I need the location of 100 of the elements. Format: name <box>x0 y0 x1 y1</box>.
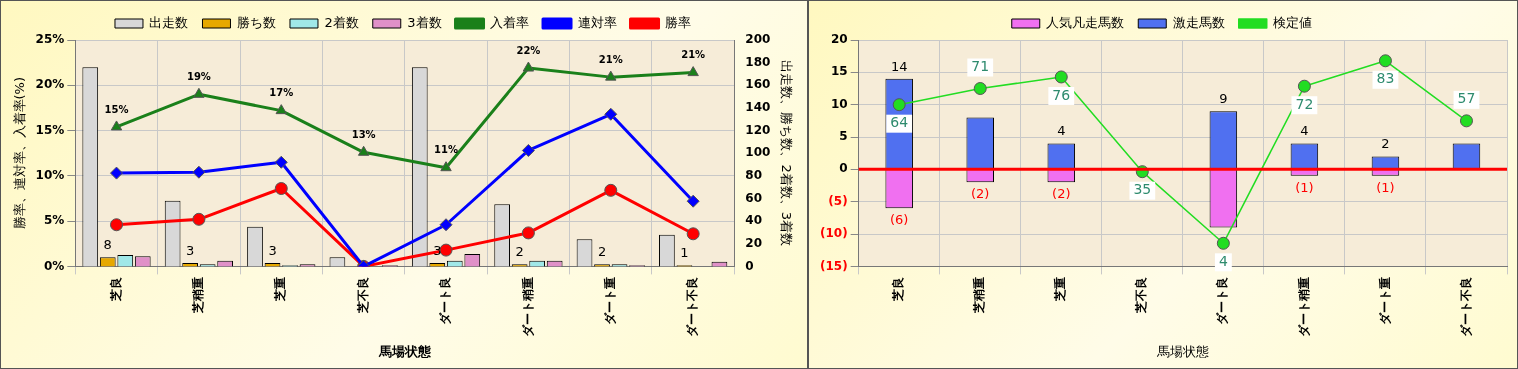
point <box>110 218 124 232</box>
x-tick-label: ダート稍重 <box>520 277 535 338</box>
data-label: (1) <box>1376 179 1395 195</box>
x-tick-label: 芝良 <box>891 277 906 303</box>
y2-tick-label: 80 <box>745 167 763 182</box>
point <box>440 161 452 172</box>
point <box>1378 54 1392 68</box>
y-tick-label: 0 <box>839 161 848 176</box>
legend-label: 検定値 <box>1273 14 1313 30</box>
legend-label: 2着数 <box>324 14 359 30</box>
y-axis-title: 勝率、連対率、入着率(%) <box>12 76 28 230</box>
legend-label: 3着数 <box>407 14 442 30</box>
data-label: 57 <box>1457 90 1476 107</box>
data-label: 76 <box>1052 86 1071 103</box>
x-tick-label: ダート重 <box>1377 277 1392 326</box>
data-label: 35 <box>1133 181 1152 198</box>
data-label: 64 <box>890 114 909 131</box>
y2-tick-label: 160 <box>745 77 771 92</box>
data-label: 71 <box>971 58 990 75</box>
point <box>521 226 535 240</box>
point <box>193 87 205 98</box>
y-tick-label: 25% <box>35 32 65 47</box>
point <box>192 212 206 226</box>
y2-axis-title: 出走数、勝ち数、2着数、3着数 <box>778 60 794 246</box>
point <box>1054 70 1068 84</box>
y-tick-label: (5) <box>828 193 848 208</box>
point <box>439 243 453 257</box>
point <box>275 104 287 115</box>
x-tick-label: ダート稍重 <box>1296 277 1311 338</box>
x-tick-label: 芝良 <box>108 277 123 303</box>
point <box>439 218 453 232</box>
point <box>686 227 700 241</box>
y-tick-label: 0% <box>43 258 65 273</box>
data-label: 4 <box>1218 252 1228 269</box>
data-label: 9 <box>1219 91 1228 107</box>
legend-label: 人気凡走馬数 <box>1046 14 1125 30</box>
x-tick-label: 芝不良 <box>1134 277 1149 315</box>
point <box>604 107 618 121</box>
point <box>1216 236 1230 250</box>
point <box>686 194 700 208</box>
point <box>605 70 617 81</box>
y2-tick-label: 0 <box>745 258 754 273</box>
data-label: 2 <box>515 244 524 260</box>
y-tick-label: 15% <box>35 122 65 137</box>
y2-tick-label: 100 <box>745 145 771 160</box>
data-label: 4 <box>1057 123 1066 139</box>
data-label: 3 <box>433 242 442 258</box>
data-label: 15% <box>104 103 129 115</box>
legend-label: 激走馬数 <box>1172 14 1225 30</box>
data-label: 3 <box>186 242 195 258</box>
point <box>973 82 987 96</box>
legend-label: 出走数 <box>149 14 189 30</box>
x-tick-label: 芝重 <box>1053 277 1068 303</box>
y2-tick-label: 20 <box>745 235 763 250</box>
x-tick-label: ダート不良 <box>1458 277 1473 338</box>
data-label: 1 <box>680 245 689 261</box>
y2-tick-label: 180 <box>745 54 771 69</box>
legend-label: 入着率 <box>490 14 530 30</box>
y2-tick-label: 40 <box>745 213 763 228</box>
legend-label: 勝ち数 <box>236 14 276 30</box>
data-label: (2) <box>1052 186 1071 202</box>
data-label: (1) <box>1295 179 1314 195</box>
x-tick-label: 芝重 <box>273 277 288 303</box>
point <box>274 155 288 169</box>
y2-tick-label: 200 <box>745 32 771 47</box>
y2-tick-label: 120 <box>745 122 771 137</box>
data-label: 21% <box>681 49 706 61</box>
point <box>110 120 123 131</box>
point <box>892 98 906 112</box>
data-label: 21% <box>598 53 623 65</box>
data-label: (6) <box>889 212 909 228</box>
data-label: 8 <box>103 237 112 253</box>
legend-label: 連対率 <box>577 14 617 30</box>
y2-tick-label: 140 <box>745 100 771 115</box>
point <box>1459 114 1473 128</box>
x-axis-title: 馬場状態 <box>1155 343 1209 359</box>
data-label: 83 <box>1376 70 1395 87</box>
x-axis-title: 馬場状態 <box>377 343 432 359</box>
data-label: 13% <box>351 128 376 140</box>
y-tick-label: (15) <box>820 258 848 273</box>
data-label: 19% <box>186 70 211 82</box>
point <box>357 145 370 156</box>
point <box>604 183 618 197</box>
data-label: 2 <box>1381 136 1390 152</box>
point <box>274 182 288 196</box>
x-tick-label: ダート重 <box>602 277 617 326</box>
y-tick-label: 5% <box>43 213 65 228</box>
x-tick-label: 芝稍重 <box>191 277 206 315</box>
y2-tick-label: 60 <box>745 190 763 205</box>
data-label: 11% <box>434 144 458 156</box>
data-label: 4 <box>1300 123 1309 139</box>
point <box>687 66 699 77</box>
y-tick-label: 5 <box>839 129 848 144</box>
data-label: 72 <box>1295 95 1314 112</box>
x-tick-label: ダート良 <box>438 277 453 326</box>
point <box>110 166 124 180</box>
y-tick-label: (10) <box>820 226 848 241</box>
data-label: 14 <box>890 58 908 74</box>
y-tick-label: 10% <box>35 167 65 182</box>
x-tick-label: 芝不良 <box>355 277 370 315</box>
